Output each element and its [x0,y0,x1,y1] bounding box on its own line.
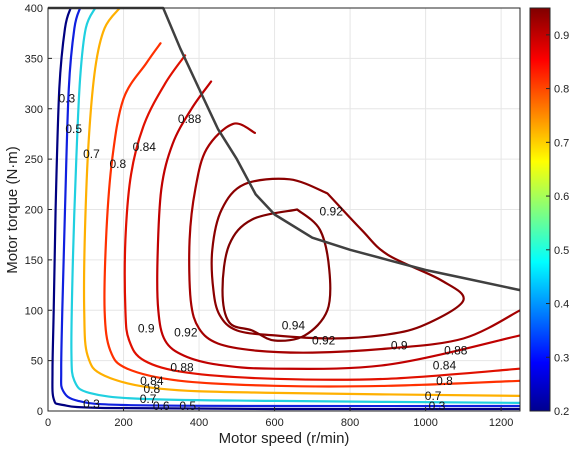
y-tick-label: 0 [37,406,43,418]
x-tick-label: 1200 [489,417,513,429]
contour-label: 0.84 [433,359,457,373]
contour-line-0-9 [188,122,520,354]
contour-line-0-84 [123,54,520,381]
contour-line-0-88 [156,80,520,370]
axis-ticks: 0 200 400 600 800 1000 1200 0 50 100 150 200 250 300 3… [25,3,514,429]
contour-label: 0.5 [65,122,82,136]
y-tick-label: 250 [25,154,43,166]
contour-label: 0.88 [178,112,202,126]
contour-line-0-7 [82,8,520,397]
contour-label: 0.8 [436,374,453,388]
contour-label: 0.3 [83,397,100,411]
contour-label: 0.3 [429,399,446,413]
colorbar-tick-label: 0.2 [554,406,569,418]
contour-line-0-1 [51,8,520,411]
contour-label: 0.8 [110,157,127,171]
colorbar-tick-label: 0.8 [554,84,569,96]
contour-label: 0.8 [143,382,160,396]
x-tick-label: 800 [341,417,359,429]
x-tick-label: 200 [114,417,132,429]
x-tick-label: 600 [265,417,283,429]
x-axis-label: Motor speed (r/min) [219,430,350,447]
contour-label: 0.9 [391,339,408,353]
torque-envelope [48,6,521,292]
contour-label: 0.5 [179,399,196,413]
contour-line-0-8 [103,42,520,388]
colorbar-tick-label: 0.7 [554,137,569,149]
contour-label: 0.92 [174,325,198,339]
x-tick-label: 1000 [413,417,437,429]
contour-label: 0.84 [133,140,157,154]
contour-label: 0.94 [282,318,306,332]
contour-lines [51,8,520,411]
colorbar [529,7,551,412]
y-tick-label: 50 [31,356,43,368]
colorbar-tick-label: 0.3 [554,352,569,364]
contour-labels: 0.3 0.6 0.50.70.80.840.880.9 0.920.92 0.9 0.8… [59,92,468,413]
colorbar-tick-label: 0.6 [554,191,569,203]
contour-label: 0.88 [444,344,468,358]
y-tick-label: 350 [25,53,43,65]
x-tick-label: 400 [190,417,208,429]
contour-label: 0.7 [425,389,442,403]
colorbar-tick-label: 0.4 [554,299,569,311]
contour-line-0-5 [70,8,520,404]
contour-label: 0.84 [140,374,164,388]
colorbar-tick-label: 0.5 [554,245,569,257]
colorbar-tick-label: 0.9 [554,30,569,42]
contour-label: 0.7 [140,392,157,406]
contour-label: 0.92 [312,333,336,347]
y-tick-label: 100 [25,305,43,317]
contour-label: 0.3 [59,92,76,106]
y-tick-label: 200 [25,205,43,217]
contour-line-0-92 [210,177,465,340]
contour-label: 0.6 [153,399,170,413]
y-axis-label: Motor torque (N·m) [4,146,21,274]
contour-line-0-94 [221,208,332,342]
y-tick-label: 400 [25,3,43,15]
contour-label: 0.88 [170,361,194,375]
max-torque-envelope-line [48,6,521,292]
contour-label: 0.9 [138,321,155,335]
contour-label: 0.7 [83,147,100,161]
x-tick-label: 0 [45,417,51,429]
y-tick-label: 150 [25,255,43,267]
contour-line-0-3 [60,8,520,408]
y-tick-label: 300 [25,104,43,116]
contour-label: 0.92 [320,205,344,219]
colorbar-ticks: 0.2 0.3 0.4 0.5 0.6 0.7 0.8 0.9 [546,30,569,418]
